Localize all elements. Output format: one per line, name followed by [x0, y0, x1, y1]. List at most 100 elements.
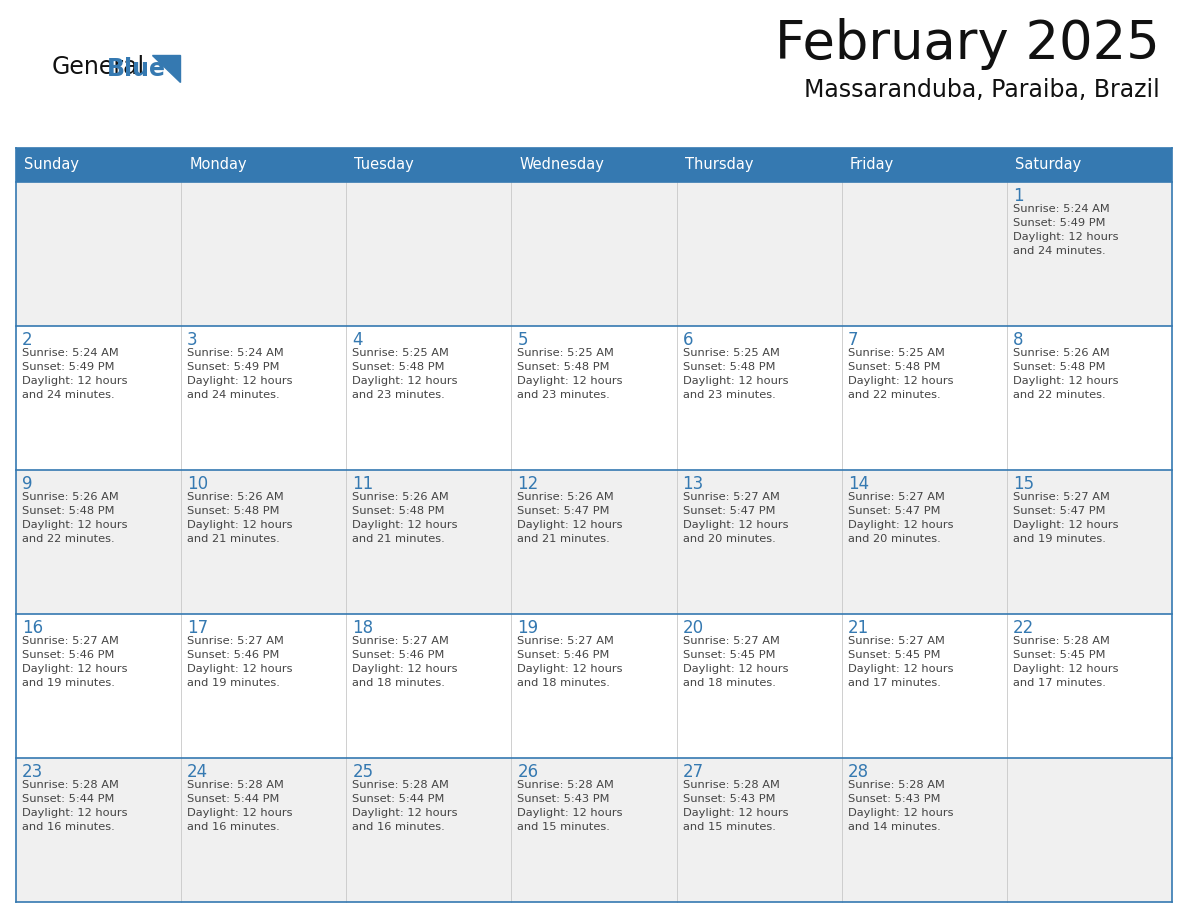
Text: Daylight: 12 hours: Daylight: 12 hours	[188, 808, 292, 818]
Text: Sunset: 5:44 PM: Sunset: 5:44 PM	[188, 794, 279, 804]
Text: and 21 minutes.: and 21 minutes.	[353, 534, 446, 544]
Text: 5: 5	[518, 331, 527, 349]
Text: and 18 minutes.: and 18 minutes.	[683, 678, 776, 688]
Text: and 18 minutes.: and 18 minutes.	[518, 678, 611, 688]
Text: Sunset: 5:47 PM: Sunset: 5:47 PM	[848, 506, 940, 516]
Text: and 24 minutes.: and 24 minutes.	[188, 390, 279, 400]
Text: Sunrise: 5:28 AM: Sunrise: 5:28 AM	[518, 780, 614, 790]
Text: Sunset: 5:48 PM: Sunset: 5:48 PM	[353, 506, 444, 516]
Text: Sunset: 5:47 PM: Sunset: 5:47 PM	[683, 506, 775, 516]
Text: Sunrise: 5:28 AM: Sunrise: 5:28 AM	[23, 780, 119, 790]
Text: Sunrise: 5:27 AM: Sunrise: 5:27 AM	[188, 636, 284, 646]
Text: Sunset: 5:48 PM: Sunset: 5:48 PM	[848, 362, 940, 372]
Text: 27: 27	[683, 763, 703, 781]
Text: Sunrise: 5:28 AM: Sunrise: 5:28 AM	[188, 780, 284, 790]
Text: and 18 minutes.: and 18 minutes.	[353, 678, 446, 688]
Text: Sunrise: 5:27 AM: Sunrise: 5:27 AM	[1013, 492, 1110, 502]
Text: 28: 28	[848, 763, 868, 781]
Text: and 16 minutes.: and 16 minutes.	[188, 822, 280, 832]
Text: Daylight: 12 hours: Daylight: 12 hours	[683, 808, 788, 818]
Bar	[15, 182, 1173, 326]
Text: Sunset: 5:45 PM: Sunset: 5:45 PM	[1013, 650, 1105, 660]
Text: Sunrise: 5:26 AM: Sunrise: 5:26 AM	[23, 492, 119, 502]
Text: Daylight: 12 hours: Daylight: 12 hours	[518, 520, 623, 530]
Text: Daylight: 12 hours: Daylight: 12 hours	[683, 520, 788, 530]
Text: Sunrise: 5:28 AM: Sunrise: 5:28 AM	[683, 780, 779, 790]
Text: and 21 minutes.: and 21 minutes.	[518, 534, 611, 544]
Text: Daylight: 12 hours: Daylight: 12 hours	[683, 376, 788, 386]
Polygon shape	[152, 55, 181, 82]
Text: Daylight: 12 hours: Daylight: 12 hours	[1013, 664, 1118, 674]
Text: Daylight: 12 hours: Daylight: 12 hours	[23, 520, 127, 530]
Text: and 15 minutes.: and 15 minutes.	[683, 822, 776, 832]
Text: 11: 11	[353, 475, 373, 493]
Text: Sunset: 5:49 PM: Sunset: 5:49 PM	[188, 362, 279, 372]
Text: Daylight: 12 hours: Daylight: 12 hours	[353, 808, 457, 818]
Text: 2: 2	[23, 331, 32, 349]
Text: Sunrise: 5:27 AM: Sunrise: 5:27 AM	[518, 636, 614, 646]
Text: Daylight: 12 hours: Daylight: 12 hours	[188, 520, 292, 530]
Text: Sunset: 5:45 PM: Sunset: 5:45 PM	[683, 650, 775, 660]
Text: Daylight: 12 hours: Daylight: 12 hours	[23, 376, 127, 386]
Text: Daylight: 12 hours: Daylight: 12 hours	[353, 376, 457, 386]
Text: 22: 22	[1013, 619, 1034, 637]
Text: Daylight: 12 hours: Daylight: 12 hours	[848, 520, 953, 530]
Bar	[15, 326, 1173, 470]
Text: and 19 minutes.: and 19 minutes.	[23, 678, 115, 688]
Text: General: General	[52, 55, 145, 79]
Text: Sunset: 5:48 PM: Sunset: 5:48 PM	[188, 506, 279, 516]
Text: 14: 14	[848, 475, 868, 493]
Text: and 16 minutes.: and 16 minutes.	[353, 822, 446, 832]
Text: Blue: Blue	[107, 57, 166, 81]
Text: Sunrise: 5:26 AM: Sunrise: 5:26 AM	[1013, 348, 1110, 358]
Text: and 23 minutes.: and 23 minutes.	[353, 390, 446, 400]
Text: Sunset: 5:43 PM: Sunset: 5:43 PM	[683, 794, 775, 804]
Text: Sunrise: 5:24 AM: Sunrise: 5:24 AM	[1013, 204, 1110, 214]
Text: 15: 15	[1013, 475, 1034, 493]
Text: Sunrise: 5:24 AM: Sunrise: 5:24 AM	[188, 348, 284, 358]
Text: 7: 7	[848, 331, 858, 349]
Bar	[15, 470, 1173, 614]
Text: Sunrise: 5:25 AM: Sunrise: 5:25 AM	[848, 348, 944, 358]
Text: Thursday: Thursday	[684, 158, 753, 173]
Text: Daylight: 12 hours: Daylight: 12 hours	[848, 376, 953, 386]
Text: Daylight: 12 hours: Daylight: 12 hours	[23, 664, 127, 674]
Text: 18: 18	[353, 619, 373, 637]
Text: Sunset: 5:47 PM: Sunset: 5:47 PM	[518, 506, 609, 516]
Text: Monday: Monday	[189, 158, 247, 173]
Text: 23: 23	[23, 763, 43, 781]
Bar	[15, 614, 1173, 758]
Text: 6: 6	[683, 331, 693, 349]
Text: Sunrise: 5:27 AM: Sunrise: 5:27 AM	[848, 636, 944, 646]
Text: and 20 minutes.: and 20 minutes.	[848, 534, 941, 544]
Text: and 24 minutes.: and 24 minutes.	[23, 390, 114, 400]
Text: 12: 12	[518, 475, 538, 493]
Text: Daylight: 12 hours: Daylight: 12 hours	[518, 376, 623, 386]
Text: Sunset: 5:43 PM: Sunset: 5:43 PM	[518, 794, 609, 804]
Text: and 15 minutes.: and 15 minutes.	[518, 822, 611, 832]
Text: Sunrise: 5:27 AM: Sunrise: 5:27 AM	[353, 636, 449, 646]
Text: Sunrise: 5:27 AM: Sunrise: 5:27 AM	[23, 636, 119, 646]
Text: Tuesday: Tuesday	[354, 158, 415, 173]
Text: Daylight: 12 hours: Daylight: 12 hours	[188, 664, 292, 674]
Text: Sunset: 5:49 PM: Sunset: 5:49 PM	[23, 362, 114, 372]
Text: Sunrise: 5:27 AM: Sunrise: 5:27 AM	[848, 492, 944, 502]
Text: and 14 minutes.: and 14 minutes.	[848, 822, 941, 832]
Text: Sunset: 5:48 PM: Sunset: 5:48 PM	[518, 362, 609, 372]
Text: Sunrise: 5:25 AM: Sunrise: 5:25 AM	[683, 348, 779, 358]
Text: Daylight: 12 hours: Daylight: 12 hours	[188, 376, 292, 386]
Text: Sunset: 5:48 PM: Sunset: 5:48 PM	[23, 506, 114, 516]
Text: 3: 3	[188, 331, 197, 349]
Text: Sunday: Sunday	[24, 158, 78, 173]
Text: and 22 minutes.: and 22 minutes.	[1013, 390, 1106, 400]
Text: 19: 19	[518, 619, 538, 637]
Text: Sunrise: 5:27 AM: Sunrise: 5:27 AM	[683, 492, 779, 502]
Text: Sunset: 5:46 PM: Sunset: 5:46 PM	[353, 650, 444, 660]
Text: Sunrise: 5:28 AM: Sunrise: 5:28 AM	[848, 780, 944, 790]
Text: Daylight: 12 hours: Daylight: 12 hours	[353, 664, 457, 674]
Text: Sunset: 5:49 PM: Sunset: 5:49 PM	[1013, 218, 1105, 228]
Text: Sunset: 5:46 PM: Sunset: 5:46 PM	[518, 650, 609, 660]
Text: Sunrise: 5:26 AM: Sunrise: 5:26 AM	[188, 492, 284, 502]
Text: 1: 1	[1013, 187, 1024, 205]
Text: 16: 16	[23, 619, 43, 637]
